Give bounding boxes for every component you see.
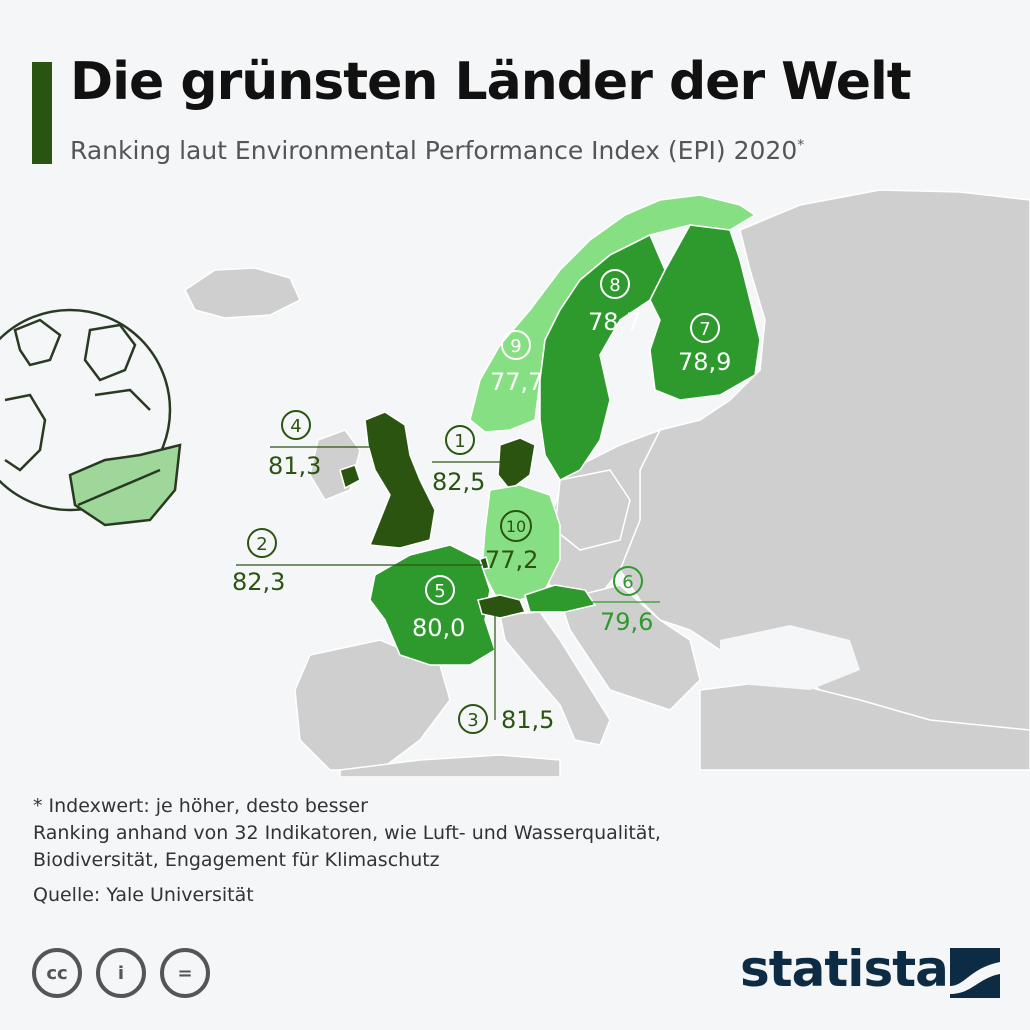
rank-value-germany: 77,2 bbox=[485, 546, 538, 574]
country-uk-ni bbox=[339, 464, 361, 490]
rank-number-sweden: 8 bbox=[609, 275, 620, 296]
statista-logo-icon[interactable] bbox=[950, 948, 1000, 998]
country-sweden bbox=[539, 233, 666, 481]
footnote-method-2: Biodiversität, Engagement für Klimaschut… bbox=[33, 849, 440, 871]
rank-number-france: 5 bbox=[434, 581, 445, 602]
rank-number-luxembourg: 2 bbox=[256, 534, 267, 555]
rank-value-france: 80,0 bbox=[412, 614, 465, 642]
rank-badge-denmark bbox=[445, 425, 475, 455]
land-east bbox=[619, 189, 1030, 771]
footnote-method-1: Ranking anhand von 32 Indikatoren, wie L… bbox=[33, 822, 661, 844]
rank-number-uk: 4 bbox=[290, 416, 301, 437]
land-balkans bbox=[559, 584, 701, 711]
rank-value-uk: 81,3 bbox=[268, 452, 321, 480]
country-austria bbox=[524, 584, 597, 613]
land-africa bbox=[339, 754, 561, 777]
by-icon[interactable]: i bbox=[96, 948, 146, 998]
rank-number-switzerland: 3 bbox=[467, 710, 478, 731]
rank-number-germany: 10 bbox=[506, 517, 526, 536]
europe-map: 1 82,5 2 82,3 3 81,5 4 81,3 5 80,0 6 79,… bbox=[0, 189, 1030, 777]
rank-value-denmark: 82,5 bbox=[432, 468, 485, 496]
country-germany bbox=[481, 484, 561, 601]
ranked-countries bbox=[339, 194, 761, 666]
source-text: Quelle: Yale Universität bbox=[33, 884, 254, 906]
country-denmark bbox=[497, 437, 536, 492]
land-iceland bbox=[184, 267, 301, 319]
rank-badge-france bbox=[425, 575, 455, 605]
rank-badge-sweden bbox=[600, 269, 630, 299]
title-accent-bar bbox=[32, 62, 52, 164]
license-icons: cc i = bbox=[32, 948, 210, 998]
statista-logo-text[interactable]: statista bbox=[740, 940, 949, 998]
land-base bbox=[184, 189, 1030, 777]
cc-icon[interactable]: cc bbox=[32, 948, 82, 998]
rank-value-switzerland: 81,5 bbox=[501, 706, 554, 734]
footnotes: * Indexwert: je höher, desto besser Rank… bbox=[33, 793, 661, 909]
rank-number-norway: 9 bbox=[510, 336, 521, 357]
rank-badge-finland bbox=[690, 313, 720, 343]
rank-badge-switzerland bbox=[458, 704, 488, 734]
rank-value-sweden: 78,7 bbox=[588, 308, 641, 336]
country-uk bbox=[364, 411, 436, 549]
nd-icon[interactable]: = bbox=[160, 948, 210, 998]
rank-badge-austria bbox=[613, 566, 643, 596]
country-finland bbox=[649, 224, 761, 401]
rank-badge-germany bbox=[500, 510, 532, 542]
rank-labels: 1 82,5 2 82,3 3 81,5 4 81,3 5 80,0 6 79,… bbox=[232, 269, 731, 734]
rank-badge-norway bbox=[501, 330, 531, 360]
globe-leaf-icon bbox=[0, 308, 182, 527]
rank-badge-uk bbox=[281, 410, 311, 440]
page-title: Die grünsten Länder der Welt bbox=[70, 52, 912, 112]
rank-value-luxembourg: 82,3 bbox=[232, 568, 285, 596]
black-sea bbox=[720, 625, 860, 690]
rank-value-austria: 79,6 bbox=[600, 608, 653, 636]
land-poland bbox=[554, 469, 631, 551]
page-subtitle: Ranking laut Environmental Performance I… bbox=[70, 136, 805, 165]
rank-number-finland: 7 bbox=[699, 319, 710, 340]
rank-number-austria: 6 bbox=[622, 572, 633, 593]
rank-number-denmark: 1 bbox=[454, 431, 465, 452]
rank-value-norway: 77,7 bbox=[490, 368, 543, 396]
rank-value-finland: 78,9 bbox=[678, 348, 731, 376]
rank-badge-luxembourg bbox=[247, 528, 277, 558]
leader-lines bbox=[236, 446, 660, 720]
land-italy bbox=[499, 611, 611, 746]
footnote-index: * Indexwert: je höher, desto besser bbox=[33, 795, 368, 817]
